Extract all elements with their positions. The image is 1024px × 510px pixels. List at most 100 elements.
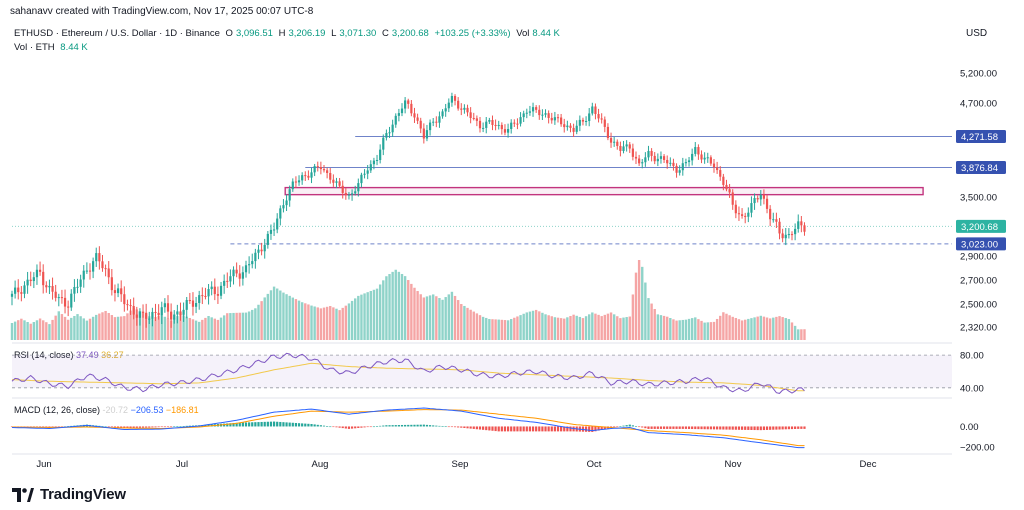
candle-body bbox=[116, 288, 120, 294]
candle-body bbox=[634, 156, 638, 159]
volume-bar bbox=[594, 313, 597, 340]
macd-histogram-bar bbox=[148, 426, 151, 428]
volume-bar bbox=[213, 318, 216, 340]
volume-bar bbox=[790, 322, 794, 340]
volume-bar bbox=[141, 312, 145, 340]
volume-bar bbox=[575, 315, 578, 340]
vol-key: Vol bbox=[516, 28, 530, 39]
volume-bar bbox=[372, 289, 376, 340]
volume-bar bbox=[76, 314, 79, 340]
macd-histogram-bar bbox=[485, 426, 488, 431]
volume-bar bbox=[669, 317, 672, 340]
rsi-axis-label: 80.00 bbox=[960, 351, 984, 362]
macd-histogram-bar bbox=[588, 426, 591, 432]
candle-body bbox=[569, 125, 572, 128]
volume-bar bbox=[612, 314, 616, 340]
candle-body bbox=[541, 114, 544, 116]
volume-bar bbox=[20, 318, 23, 340]
candle-body bbox=[600, 118, 603, 120]
volume-bar bbox=[363, 293, 366, 340]
volume-bar bbox=[750, 318, 753, 340]
candle-body bbox=[641, 162, 644, 164]
macd-histogram-bar bbox=[613, 426, 616, 428]
candle-body bbox=[132, 306, 135, 315]
volume-bar bbox=[397, 271, 401, 340]
macd-histogram-bar bbox=[282, 422, 285, 427]
candle-body bbox=[444, 108, 447, 112]
candle-body bbox=[712, 163, 716, 168]
candle-body bbox=[304, 175, 307, 177]
candle-body bbox=[310, 172, 313, 178]
macd-histogram-bar bbox=[204, 424, 207, 427]
volume-bar bbox=[382, 280, 385, 340]
macd-histogram-bar bbox=[244, 422, 248, 427]
volume-bar bbox=[188, 317, 192, 340]
macd-histogram-bar bbox=[531, 426, 535, 432]
candle-body bbox=[566, 125, 569, 128]
volume-bar bbox=[441, 299, 444, 340]
volume-bar bbox=[32, 322, 36, 340]
candle-body bbox=[516, 123, 519, 125]
macd-histogram-bar bbox=[107, 426, 110, 428]
macd-legend-label[interactable]: MACD (12, 26, close) bbox=[14, 405, 101, 415]
candle-body bbox=[613, 141, 616, 143]
candle-body bbox=[488, 120, 491, 122]
volume-bar bbox=[694, 317, 697, 340]
macd-histogram-bar bbox=[235, 422, 238, 427]
macd-histogram-bar bbox=[419, 424, 422, 427]
macd-histogram-bar bbox=[173, 426, 176, 428]
macd-histogram-bar bbox=[263, 421, 266, 427]
macd-histogram-bar bbox=[482, 426, 485, 430]
candle-body bbox=[803, 225, 806, 232]
macd-histogram-bar bbox=[316, 424, 319, 427]
volume-bar bbox=[313, 306, 316, 340]
volume-legend-label[interactable]: Vol · ETH bbox=[14, 42, 55, 53]
candle-body bbox=[166, 303, 170, 312]
macd-histogram-bar bbox=[441, 426, 444, 427]
volume-bar bbox=[307, 304, 310, 340]
volume-bar bbox=[148, 316, 151, 340]
candle-body bbox=[706, 157, 709, 159]
volume-bar bbox=[628, 316, 631, 340]
macd-histogram-bar bbox=[650, 426, 653, 429]
macd-histogram-bar bbox=[778, 426, 781, 430]
volume-bar bbox=[734, 317, 738, 340]
volume-bar bbox=[413, 287, 416, 340]
macd-histogram-bar bbox=[719, 426, 722, 430]
macd-histogram-bar bbox=[631, 425, 634, 427]
macd-histogram-bar bbox=[257, 422, 260, 427]
macd-histogram-bar bbox=[550, 426, 553, 432]
candle-body bbox=[60, 297, 64, 299]
volume-bar bbox=[600, 316, 603, 340]
candle-body bbox=[407, 100, 410, 104]
volume-bar bbox=[82, 318, 85, 340]
chart-canvas[interactable]: 5,200.00 4,700.00 3,500.00 2,900.00 2,700.00… bbox=[0, 0, 1024, 480]
candle-body bbox=[120, 288, 123, 295]
rsi-axis-label: 40.00 bbox=[960, 383, 984, 394]
macd-histogram-bar bbox=[460, 426, 463, 428]
candle-body bbox=[332, 179, 335, 183]
macd-histogram-bar bbox=[54, 426, 57, 428]
symbol-label[interactable]: ETHUSD · Ethereum / U.S. Dollar · 1D · B… bbox=[14, 28, 220, 39]
volume-bar bbox=[54, 315, 57, 340]
currency-label[interactable]: USD bbox=[966, 28, 988, 39]
candle-body bbox=[519, 117, 522, 124]
candle-body bbox=[54, 291, 57, 298]
macd-histogram-bar bbox=[410, 424, 413, 427]
volume-bar bbox=[29, 323, 32, 340]
volume-bar bbox=[681, 319, 684, 340]
volume-bar bbox=[712, 321, 716, 340]
macd-histogram-bar bbox=[182, 426, 185, 427]
candle-body bbox=[469, 112, 472, 118]
candle-body bbox=[307, 175, 310, 178]
price-level-tag bbox=[956, 237, 1006, 251]
volume-bar bbox=[88, 318, 92, 340]
volume-bar bbox=[641, 266, 644, 340]
macd-histogram-bar bbox=[338, 426, 341, 428]
volume-bar bbox=[369, 290, 372, 340]
candle-body bbox=[494, 124, 497, 126]
macd-histogram-bar bbox=[653, 426, 656, 429]
tradingview-logo[interactable]: TradingView bbox=[12, 486, 126, 503]
volume-bar bbox=[700, 320, 703, 340]
volume-bar bbox=[45, 322, 48, 340]
